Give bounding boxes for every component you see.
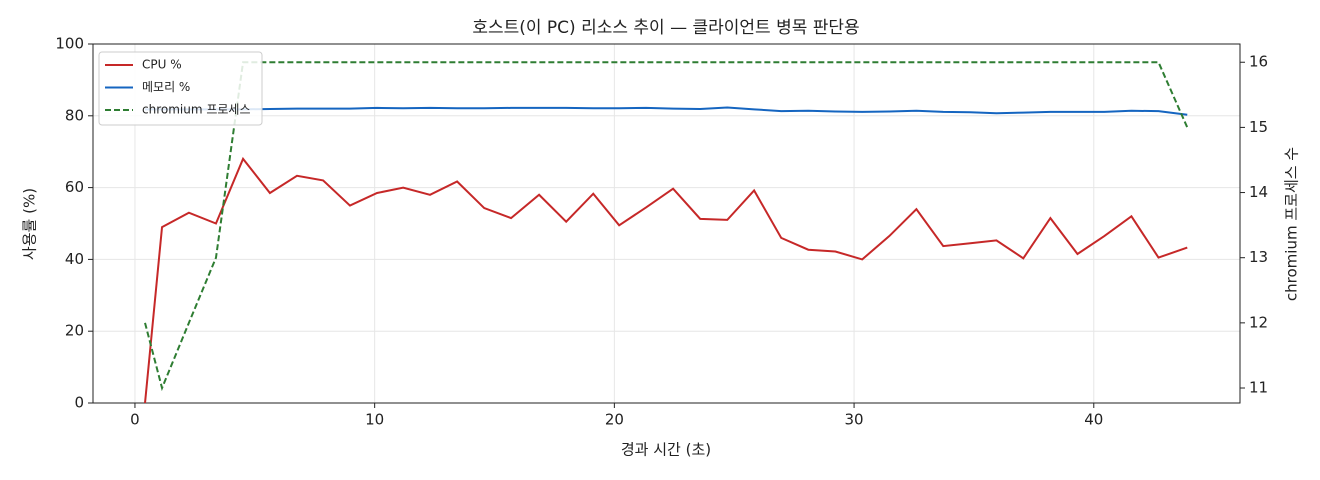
x-tick-label: 10: [365, 411, 384, 429]
plot-frame: [92, 43, 1241, 404]
x-tick-label: 30: [845, 411, 864, 429]
chart-title: 호스트(이 PC) 리소스 추이 — 클라이언트 병목 판단용: [472, 18, 859, 38]
y-tick-label: 40: [65, 250, 84, 268]
y2-tick-label: 13: [1249, 248, 1268, 266]
y-tick-label: 80: [65, 106, 84, 124]
y2-axis-label: chromium 프로세스 수: [1283, 147, 1301, 301]
y2-tick-label: 14: [1249, 183, 1268, 201]
x-tick-label: 40: [1084, 411, 1103, 429]
y-tick-label: 60: [65, 178, 84, 196]
y2-tick-label: 16: [1249, 53, 1268, 71]
legend-label: CPU %: [142, 58, 182, 72]
legend-label: 메모리 %: [142, 80, 190, 94]
data-line: [144, 61, 1189, 392]
data-line: [145, 106, 1188, 116]
x-tick-label: 20: [605, 411, 624, 429]
y-tick-label: 0: [74, 394, 84, 412]
legend-label: chromium 프로세스: [142, 103, 251, 117]
data-line: [144, 156, 1188, 404]
y2-tick-label: 12: [1249, 313, 1268, 331]
legend-box: [98, 51, 263, 126]
y-axis-label: 사용률 (%): [21, 188, 39, 260]
y2-tick-label: 11: [1249, 379, 1268, 397]
y2-tick-label: 15: [1249, 118, 1268, 136]
legend: CPU % 메모리 % chromium 프로세스: [98, 51, 263, 126]
y-tick-label: 100: [55, 35, 84, 53]
x-axis-label: 경과 시간 (초): [621, 441, 711, 459]
y-tick-label: 20: [65, 322, 84, 340]
x-tick-label: 0: [130, 411, 140, 429]
